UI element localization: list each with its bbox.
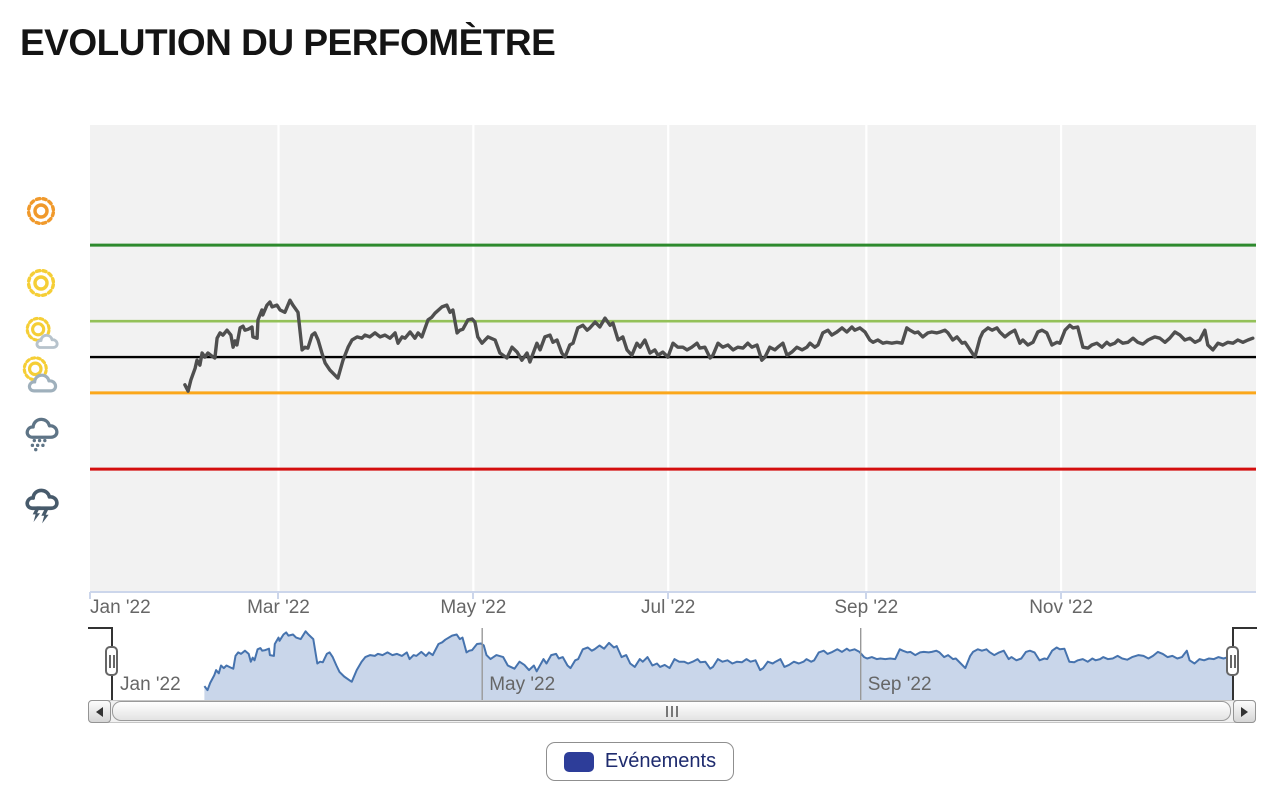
rain-cloud-icon [20, 410, 62, 452]
x-axis-line [90, 591, 1256, 593]
navigator-handle-left[interactable] [105, 646, 118, 676]
x-axis-tick [865, 592, 868, 599]
x-axis-label: Jan '22 [90, 597, 151, 618]
sun-behind-cloud-icon [20, 355, 62, 397]
navigator-handle-right[interactable] [1226, 646, 1239, 676]
scroll-left-arrow-icon [96, 706, 103, 717]
x-axis-tick [667, 592, 670, 599]
x-axis-label: Sep '22 [834, 597, 899, 618]
x-axis-tick [277, 592, 280, 599]
sun-bright-icon [20, 190, 62, 232]
scrollbar-button-left[interactable] [88, 700, 111, 723]
sun-icon [20, 262, 62, 304]
x-axis-label: Jul '22 [641, 597, 696, 618]
plot-area[interactable] [90, 125, 1256, 592]
navigator-label: May '22 [489, 674, 556, 695]
x-axis-tick [1060, 592, 1063, 599]
sun-small-cloud-icon [20, 314, 62, 356]
legend-item[interactable]: Evénements [545, 742, 735, 781]
page-title: EVOLUTION DU PERFOMÈTRE [20, 22, 556, 63]
x-axis-tick [472, 592, 475, 599]
navigator-outline [88, 627, 112, 629]
legend-label: Evénements [604, 750, 717, 772]
storm-cloud-icon [20, 482, 62, 524]
navigator-outline [1233, 627, 1257, 629]
navigator-svg [203, 628, 1233, 700]
scrollbar-grip-icon [665, 705, 668, 717]
x-axis-label: Mar '22 [247, 597, 310, 618]
x-axis-tick [89, 592, 91, 599]
plot-svg [90, 125, 1256, 592]
x-axis-label: Nov '22 [1029, 597, 1094, 618]
scrollbar-thumb[interactable] [112, 701, 1231, 721]
scrollbar-button-right[interactable] [1233, 700, 1256, 723]
legend-swatch [563, 751, 594, 772]
navigator-label: Jan '22 [120, 674, 181, 695]
navigator[interactable]: Jan '22 May '22 Sep '22 [113, 628, 1233, 700]
x-axis-label: May '22 [440, 597, 507, 618]
scroll-right-arrow-icon [1241, 706, 1248, 717]
navigator-label: Sep '22 [867, 674, 932, 695]
legend: Evénements [0, 742, 1280, 781]
